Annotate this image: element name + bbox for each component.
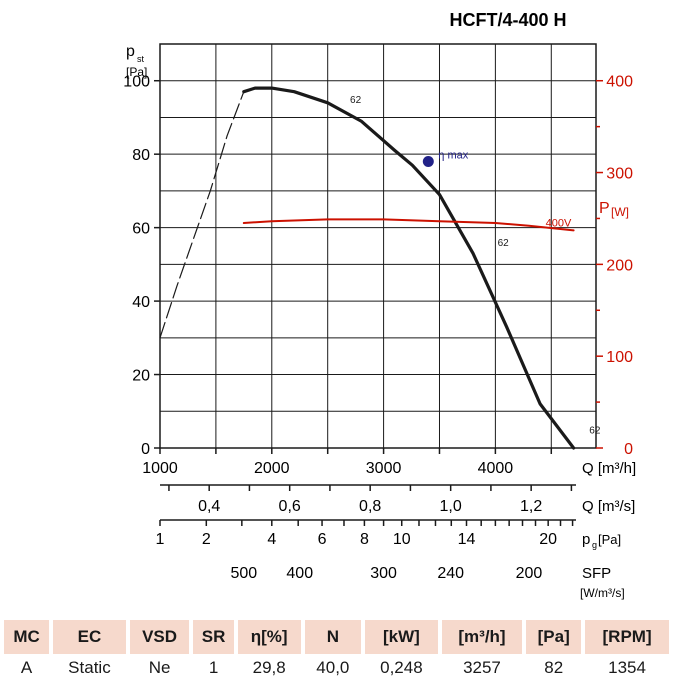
cell-airflow: 3257 — [463, 658, 501, 677]
y-right-tick-label: 0 — [624, 441, 633, 458]
cell-sr: 1 — [208, 658, 219, 677]
header-pressure: [Pa] — [526, 620, 582, 654]
x-sfp-tick-label: 240 — [437, 565, 464, 582]
cell-vsd: Ne — [148, 658, 171, 677]
cell-pressure: 82 — [544, 658, 564, 677]
x-sfp-label: SFP — [582, 565, 611, 582]
x-q-m3h-tick-label: 4000 — [478, 460, 514, 477]
series-pressure-stall-line — [159, 91, 245, 339]
curve-label: 62 — [498, 238, 510, 249]
x-sfp-tick-label: 400 — [286, 565, 313, 582]
series-power-line — [242, 218, 575, 232]
x-pg-tick-label: 8 — [360, 531, 369, 548]
x-q-m3s-tick-label: 0,6 — [279, 498, 301, 515]
x-pg-tick-label: 4 — [267, 531, 276, 548]
table-header-row: MC EC VSD SR η[%] N [kW] [m³/h] [Pa] [RP… — [4, 620, 669, 654]
cell-mc: A — [20, 658, 33, 677]
header-n: N — [304, 620, 362, 654]
plot-frame — [159, 43, 597, 449]
x-pg-label-sub: g — [592, 540, 597, 550]
curve-label: 62 — [350, 95, 362, 106]
plot-grid — [160, 44, 596, 448]
cell-rpm: 1354 — [608, 658, 646, 677]
x-pg-label: p — [582, 531, 590, 548]
y-left-tick-label: 80 — [132, 147, 150, 164]
cell-n: 40,0 — [316, 658, 350, 677]
x-q-m3s-tick-label: 1,2 — [520, 498, 542, 515]
y-left-label: p — [126, 43, 135, 60]
x-q-m3h-tick-label: 2000 — [254, 460, 290, 477]
x-sfp-tick-label: 500 — [230, 565, 257, 582]
header-vsd: VSD — [129, 620, 190, 654]
x-pg-tick-label: 2 — [202, 531, 211, 548]
x-sfp-tick-label: 300 — [370, 565, 397, 582]
y-right-tick-label: 300 — [606, 166, 633, 183]
x-pg-tick-label: 10 — [393, 531, 411, 548]
y-left-axis-label: p st [Pa] — [126, 43, 147, 79]
y-right-tick-label: 400 — [606, 74, 633, 91]
header-sr: SR — [193, 620, 234, 654]
y-left-tick-label: 60 — [132, 221, 150, 238]
x-sfp-unit: [W/m³/s] — [580, 586, 625, 600]
cell-kw: 0,248 — [380, 658, 423, 677]
y-right-label: P — [599, 200, 610, 217]
curve-label: 62 — [589, 425, 601, 436]
y-right-unit: [W] — [611, 205, 629, 219]
series-layer: 400V 62 62 62 η max — [159, 86, 601, 450]
x-q-m3s-tick-label: 1,0 — [440, 498, 462, 515]
y-left-tick-label: 0 — [141, 441, 150, 458]
cell-efficiency: 29,8 — [252, 658, 286, 677]
x-q-m3h-tick-label: 3000 — [366, 460, 402, 477]
eta-max-point — [422, 156, 434, 168]
x-q-m3s-label: Q [m³/s] — [582, 498, 635, 515]
eta-max-label: η max — [438, 150, 468, 162]
y-left-tick-label: 40 — [132, 294, 150, 311]
y-left-unit: [Pa] — [126, 65, 147, 79]
x-q-m3h-label: Q [m³/h] — [582, 460, 636, 477]
x-pg-tick-label: 6 — [318, 531, 327, 548]
x-q-m3s-tick-label: 0,4 — [198, 498, 220, 515]
x-pg-unit: [Pa] — [598, 532, 621, 547]
y-right-tick-label: 200 — [606, 257, 633, 274]
x-axis-labels: Q [m³/h] Q [m³/s] p g [Pa] SFP [W/m³/s] — [580, 460, 636, 600]
chart-title: HCFT/4-400 H — [449, 10, 566, 30]
header-efficiency: η[%] — [237, 620, 301, 654]
x-q-m3s-tick-label: 0,8 — [359, 498, 381, 515]
series-pressure-line — [242, 86, 576, 450]
x-q-m3h-tick-label: 1000 — [142, 460, 178, 477]
x-pg-tick-label: 20 — [539, 531, 557, 548]
table-row: A Static Ne 1 29,8 40,0 0,248 3257 82 13… — [4, 654, 669, 682]
header-kw: [kW] — [365, 620, 438, 654]
header-ec: EC — [53, 620, 126, 654]
header-airflow: [m³/h] — [441, 620, 523, 654]
series-name-label: 400V — [546, 217, 572, 229]
performance-table: MC EC VSD SR η[%] N [kW] [m³/h] [Pa] [RP… — [0, 620, 673, 682]
y-left-tick-label: 100 — [123, 74, 150, 91]
header-rpm: [RPM] — [585, 620, 669, 654]
cell-ec: Static — [68, 658, 111, 677]
x-pg-tick-label: 14 — [458, 531, 476, 548]
y-left-label-sub: st — [137, 54, 145, 64]
y-right-axis-label: P [W] — [599, 200, 629, 219]
header-mc: MC — [4, 620, 50, 654]
y-right-tick-label: 100 — [606, 349, 633, 366]
x-pg-tick-label: 1 — [156, 531, 165, 548]
y-left-tick-label: 20 — [132, 368, 150, 385]
x-sfp-tick-label: 200 — [516, 565, 543, 582]
